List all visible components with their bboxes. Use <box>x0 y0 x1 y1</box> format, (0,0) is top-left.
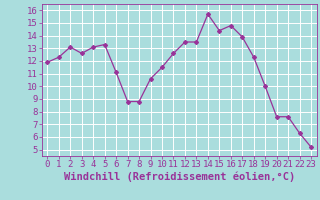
X-axis label: Windchill (Refroidissement éolien,°C): Windchill (Refroidissement éolien,°C) <box>64 172 295 182</box>
